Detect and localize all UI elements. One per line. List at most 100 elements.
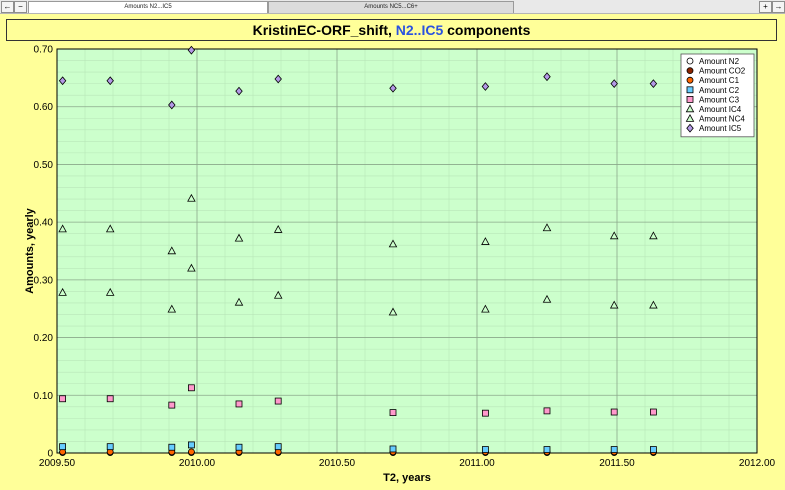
data-point	[481, 304, 490, 313]
tab-amounts-n2-ic5[interactable]: Amounts N2...IC5	[28, 1, 268, 13]
y-tick-label: 0.70	[34, 45, 54, 56]
chart-title-suffix: components	[443, 22, 531, 38]
data-point	[187, 263, 196, 272]
plot-area	[57, 49, 757, 453]
data-point	[650, 408, 657, 416]
y-tick-label: 0.40	[34, 218, 54, 229]
legend-label: Amount IC5	[699, 124, 742, 133]
legend-label: Amount IC4	[699, 105, 742, 114]
legend-label: Amount CO2	[699, 67, 746, 76]
data-point	[105, 224, 115, 233]
data-point	[481, 446, 489, 453]
legend-marker	[686, 67, 694, 74]
y-tick-label: 0.30	[34, 275, 54, 286]
data-point	[543, 72, 551, 82]
data-point	[388, 307, 398, 316]
series-amount-ic5	[58, 45, 658, 110]
chart-title-prefix: KristinEC-ORF_shift,	[252, 22, 396, 38]
data-point	[389, 83, 397, 93]
data-point	[187, 448, 195, 456]
data-point	[389, 409, 397, 417]
data-point	[168, 443, 176, 451]
y-tick-label: 0	[47, 449, 53, 460]
data-point	[234, 233, 244, 242]
data-point	[168, 401, 176, 409]
data-point	[168, 100, 176, 110]
zoom-in-button[interactable]: +	[759, 1, 772, 13]
data-point	[274, 397, 282, 405]
data-point	[273, 225, 283, 233]
data-point	[187, 384, 195, 392]
data-point	[610, 79, 618, 89]
y-tick-label: 0.20	[34, 333, 54, 344]
data-point	[273, 290, 283, 299]
legend-label: Amount C1	[699, 76, 740, 85]
scroll-tabs-left-button[interactable]: ←	[1, 1, 14, 13]
legend-box	[680, 53, 755, 138]
series-amount-nc4	[58, 193, 658, 255]
data-point	[235, 443, 243, 451]
chart-title: KristinEC-ORF_shift, N2..IC5 components	[6, 19, 777, 41]
x-tick-label: 2011.00	[459, 458, 495, 469]
data-point	[481, 409, 489, 417]
data-point	[274, 443, 282, 451]
x-tick-label: 2010.50	[319, 458, 356, 469]
data-point	[58, 76, 67, 86]
x-tick-label: 2009.50	[39, 458, 76, 469]
data-point	[542, 294, 552, 303]
data-point	[543, 446, 551, 453]
data-point	[649, 79, 658, 89]
x-axis-label: T2, years	[383, 472, 431, 484]
data-point	[59, 395, 66, 403]
data-point	[389, 445, 397, 453]
data-point	[167, 246, 177, 255]
legend-label: Amount C3	[699, 95, 740, 104]
data-point	[58, 287, 67, 296]
legend-marker	[686, 76, 694, 84]
data-point	[235, 400, 243, 408]
tab-amounts-nc5-c6[interactable]: Amounts NC5...C6+	[268, 1, 514, 13]
data-point	[649, 231, 658, 240]
data-point	[610, 446, 618, 453]
data-point	[58, 224, 67, 233]
y-tick-label: 0.10	[34, 391, 54, 402]
legend-label: Amount NC4	[699, 115, 745, 124]
data-point	[609, 300, 619, 309]
data-point	[481, 82, 490, 91]
legend-marker	[686, 123, 694, 133]
x-tick-label: 2012.00	[739, 458, 776, 469]
data-point	[274, 74, 282, 84]
data-point	[59, 443, 66, 451]
data-point	[187, 441, 195, 449]
legend-label: Amount N2	[699, 57, 740, 66]
data-point	[106, 395, 114, 403]
data-point	[235, 86, 243, 96]
series-amount-ic4	[58, 263, 658, 316]
data-point	[609, 231, 619, 240]
data-point	[542, 223, 552, 232]
legend-marker	[686, 57, 694, 65]
data-point	[481, 237, 490, 245]
zoom-out-button[interactable]: −	[14, 1, 27, 13]
data-point	[106, 76, 114, 86]
x-tick-label: 2011.50	[599, 458, 635, 469]
legend-marker	[685, 104, 695, 113]
data-point	[388, 239, 398, 248]
y-tick-label: 0.60	[34, 102, 54, 113]
tab-bar: ← − Amounts N2...IC5 Amounts NC5...C6+ +…	[0, 0, 785, 14]
series-amount-c2	[59, 441, 657, 453]
data-point	[106, 443, 114, 451]
data-point	[167, 304, 177, 313]
plot-frame	[56, 48, 758, 454]
data-point	[650, 446, 657, 453]
legend-marker	[685, 113, 695, 122]
x-tick-label: 2010.00	[179, 458, 216, 469]
legend-label: Amount C2	[699, 86, 740, 95]
data-point	[543, 407, 551, 415]
data-point	[187, 45, 196, 55]
data-point	[610, 408, 618, 416]
legend-marker	[686, 96, 694, 103]
y-tick-label: 0.50	[34, 160, 54, 171]
